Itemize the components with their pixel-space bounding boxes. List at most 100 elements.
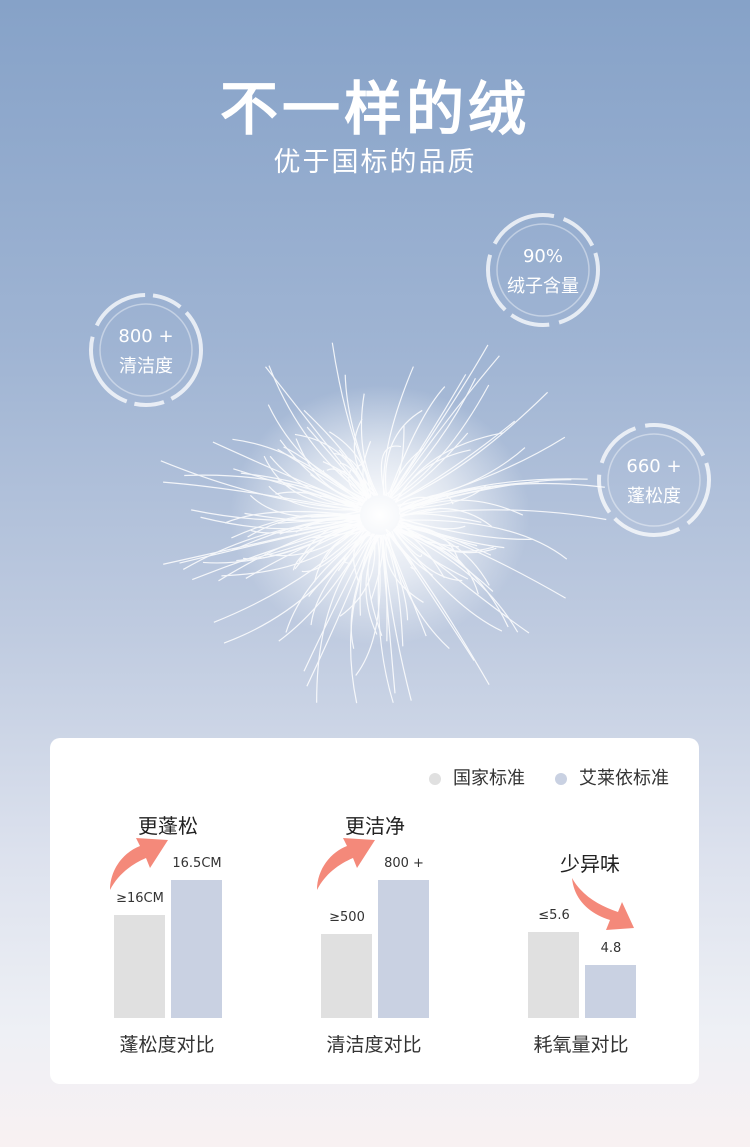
- down-strand: [397, 523, 566, 599]
- arrow-down-icon: [572, 878, 634, 930]
- badge-value: 90%: [522, 246, 563, 267]
- down-strand: [387, 533, 450, 650]
- down-strand: [344, 374, 377, 496]
- bar-brand: [378, 880, 429, 1018]
- down-strand: [395, 526, 494, 592]
- comparison-group: ≤5.6 4.8 耗氧量对比 少异味: [528, 738, 728, 1084]
- down-strand: [399, 482, 605, 513]
- down-strand: [163, 519, 361, 565]
- down-strand: [301, 527, 366, 573]
- down-strand: [275, 491, 361, 511]
- down-strand: [245, 524, 363, 579]
- down-strand: [399, 479, 572, 512]
- down-strand: [399, 494, 454, 513]
- bar-national: [528, 932, 579, 1018]
- page-subtitle: 优于国标的品质: [273, 147, 477, 178]
- down-strand: [316, 533, 375, 703]
- badge-label: 绒子含量: [507, 276, 579, 297]
- down-strand: [295, 438, 367, 501]
- down-strand: [388, 344, 489, 498]
- down-strand: [395, 420, 516, 503]
- down-strand: [389, 532, 475, 661]
- down-strand: [221, 522, 363, 577]
- down-strand: [377, 534, 394, 703]
- chart-legend: 国家标准 艾莱依标准: [429, 764, 669, 790]
- bar-label-national: ≥16CM: [116, 891, 164, 906]
- badge-down-content: 90% 绒子含量: [483, 210, 603, 330]
- down-strand: [390, 355, 500, 499]
- group-caption: 清洁度对比: [326, 1034, 422, 1056]
- badge-fill-power: 660 + 蓬松度: [594, 420, 714, 540]
- group-tag: 少异味: [560, 852, 620, 876]
- legend-item-brand: 艾莱依标准: [555, 764, 669, 790]
- down-strand: [397, 447, 526, 506]
- down-strand: [268, 485, 361, 511]
- down-strand: [394, 528, 463, 582]
- down-strand: [306, 533, 374, 687]
- ring-icon: [597, 423, 711, 537]
- down-strand: [385, 533, 427, 637]
- down-strand: [391, 530, 434, 576]
- down-strand: [387, 386, 446, 497]
- down-strand: [360, 393, 379, 496]
- down-strand: [333, 452, 370, 499]
- legend-dot: [429, 773, 441, 785]
- down-strand: [380, 534, 388, 642]
- down-strand: [279, 439, 366, 503]
- down-strand: [294, 525, 365, 570]
- down-strand: [382, 366, 414, 496]
- down-strand: [295, 517, 361, 533]
- down-strand: [249, 494, 361, 518]
- down-strand: [163, 481, 361, 513]
- down-strand: [353, 418, 378, 496]
- down-strand: [212, 441, 363, 507]
- down-strand: [385, 409, 423, 497]
- badge-label: 蓬松度: [627, 486, 681, 507]
- bar-national: [321, 934, 372, 1018]
- down-strand: [224, 510, 361, 524]
- down-strand: [388, 374, 467, 498]
- arrow-up-icon: [317, 838, 375, 890]
- down-strand: [362, 441, 379, 496]
- legend-dot: [555, 773, 567, 785]
- down-strand: [247, 514, 361, 538]
- down-strand: [398, 496, 438, 510]
- down-strand: [310, 532, 372, 626]
- down-strand: [191, 509, 361, 522]
- down-strand: [182, 520, 361, 570]
- down-strand: [399, 478, 588, 512]
- comparison-group: ≥500 800 + 清洁度对比 更洁净: [317, 738, 521, 1084]
- down-strand: [265, 366, 370, 499]
- down-strand: [392, 529, 423, 558]
- down-strand: [213, 526, 365, 623]
- down-strand: [231, 513, 361, 539]
- down-strand: [236, 521, 362, 562]
- down-strand: [353, 533, 375, 582]
- group-tag: 更蓬松: [138, 814, 198, 838]
- down-strand: [382, 534, 404, 647]
- down-strand: [398, 521, 478, 547]
- badge-cleanliness: 800 + 清洁度: [86, 290, 206, 410]
- down-strand: [329, 431, 372, 498]
- badge-label: 清洁度: [119, 356, 173, 377]
- group-caption: 蓬松度对比: [119, 1034, 215, 1056]
- down-strand: [395, 526, 490, 586]
- down-strand: [367, 534, 383, 636]
- bar-label-brand: 16.5CM: [172, 856, 222, 871]
- legend-item-national: 国家标准: [429, 764, 525, 790]
- comparison-group: ≥16CM 16.5CM 蓬松度对比 更蓬松: [110, 738, 314, 1084]
- down-strand: [399, 509, 607, 521]
- bar-brand: [171, 880, 222, 1018]
- down-strand: [331, 342, 376, 496]
- down-strand: [394, 391, 549, 503]
- down-strand: [384, 425, 405, 497]
- down-strand: [382, 534, 412, 701]
- down-strand: [391, 384, 490, 500]
- comparison-card: 国家标准 艾莱依标准 ≥16CM 16.5CM 蓬松度对比 更蓬松 ≥500 8…: [50, 738, 699, 1084]
- page-title: 不一样的绒: [219, 75, 530, 143]
- down-strand: [303, 533, 373, 672]
- badge-value: 800 +: [118, 326, 174, 347]
- down-strand: [394, 449, 471, 503]
- down-cluster-image: [160, 342, 607, 704]
- ring-icon: [89, 293, 203, 407]
